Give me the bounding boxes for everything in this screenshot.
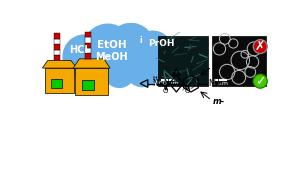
Circle shape [126, 53, 159, 87]
Circle shape [253, 40, 267, 53]
Text: O: O [163, 88, 168, 94]
Text: 100 nm: 100 nm [155, 81, 179, 86]
Text: HCl: HCl [69, 45, 88, 55]
Circle shape [133, 31, 172, 71]
Circle shape [153, 40, 186, 74]
FancyBboxPatch shape [54, 44, 60, 50]
Text: i: i [140, 36, 142, 45]
Text: H: H [153, 76, 157, 81]
Text: ✓: ✓ [255, 75, 265, 88]
FancyBboxPatch shape [212, 36, 266, 86]
FancyBboxPatch shape [54, 50, 60, 55]
FancyBboxPatch shape [45, 68, 74, 93]
FancyBboxPatch shape [82, 80, 94, 90]
Circle shape [108, 23, 154, 70]
Text: O: O [185, 88, 190, 94]
FancyBboxPatch shape [85, 43, 91, 48]
Circle shape [253, 74, 267, 88]
Text: NH₂: NH₂ [208, 79, 223, 88]
FancyBboxPatch shape [76, 68, 108, 95]
Text: ✗: ✗ [255, 40, 265, 53]
Circle shape [104, 57, 135, 87]
Circle shape [63, 35, 106, 78]
FancyBboxPatch shape [54, 55, 60, 60]
Text: N: N [163, 79, 169, 88]
Circle shape [79, 51, 113, 85]
FancyBboxPatch shape [85, 53, 91, 59]
Text: N: N [152, 79, 158, 88]
Text: EtOH: EtOH [97, 40, 127, 50]
FancyBboxPatch shape [54, 33, 60, 39]
Text: PrOH: PrOH [149, 39, 175, 48]
Polygon shape [42, 60, 77, 68]
FancyBboxPatch shape [51, 79, 62, 88]
Text: 1 μm: 1 μm [212, 81, 228, 86]
FancyBboxPatch shape [85, 37, 91, 43]
FancyBboxPatch shape [85, 48, 91, 53]
FancyBboxPatch shape [85, 32, 91, 37]
FancyBboxPatch shape [158, 36, 208, 86]
Circle shape [83, 24, 133, 74]
Circle shape [146, 54, 174, 82]
Polygon shape [73, 59, 110, 68]
Text: p-: p- [213, 61, 222, 70]
Text: MeOH: MeOH [95, 52, 128, 62]
Text: m-: m- [213, 97, 225, 106]
FancyBboxPatch shape [54, 39, 60, 44]
